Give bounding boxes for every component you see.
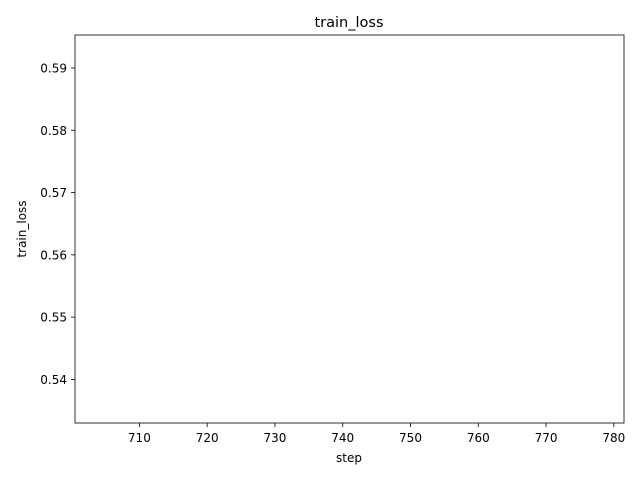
- x-axis-label: step: [336, 451, 362, 465]
- y-tick-label: 0.56: [40, 248, 67, 262]
- plot-frame: [74, 34, 625, 424]
- x-tick-label: 740: [331, 431, 354, 445]
- x-tick-label: 760: [467, 431, 490, 445]
- y-axis-label: train_loss: [15, 200, 29, 257]
- chart-title: train_loss: [314, 15, 383, 31]
- x-axis-ticks: 710 720 730 740 750 760 770 780: [128, 423, 625, 445]
- x-tick-label: 730: [263, 431, 286, 445]
- y-tick-label: 0.58: [40, 124, 67, 138]
- y-tick-label: 0.59: [40, 62, 67, 76]
- y-tick-label: 0.57: [40, 186, 67, 200]
- x-tick-label: 770: [535, 431, 558, 445]
- y-axis-ticks: 0.54 0.55 0.56 0.57 0.58 0.59: [40, 62, 75, 387]
- x-tick-label: 780: [602, 431, 625, 445]
- x-tick-label: 710: [128, 431, 151, 445]
- plot-area: [75, 35, 624, 423]
- y-tick-label: 0.54: [40, 373, 67, 387]
- y-tick-label: 0.55: [40, 311, 67, 325]
- x-tick-label: 720: [196, 431, 219, 445]
- x-tick-label: 750: [399, 431, 422, 445]
